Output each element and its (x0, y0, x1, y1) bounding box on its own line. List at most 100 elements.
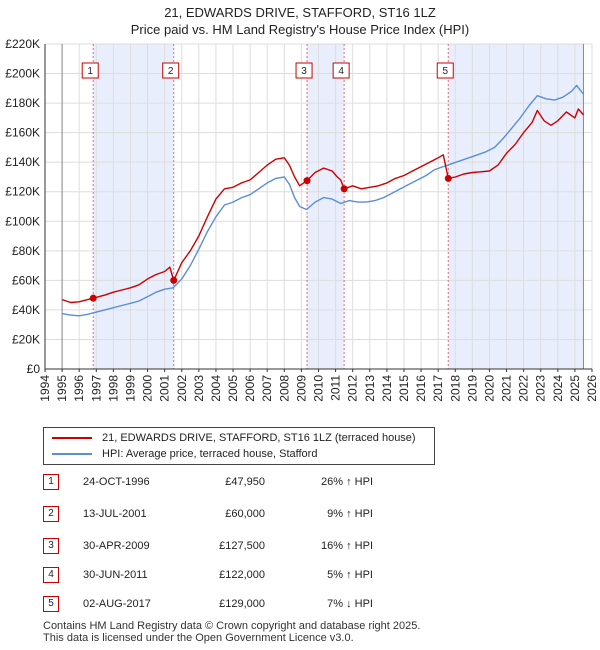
sale-hpi-change: 5% ↑ HPI (327, 569, 373, 581)
x-tick-label: 2008 (277, 375, 291, 402)
legend-item-hpi: HPI: Average price, terraced house, Staf… (52, 446, 317, 462)
legend: 21, EDWARDS DRIVE, STAFFORD, ST16 1LZ (t… (43, 427, 435, 465)
sale-point (170, 276, 178, 284)
x-tick-label: 1998 (106, 375, 120, 402)
y-tick-label: £80K (12, 244, 40, 258)
sale-price: £127,500 (219, 540, 265, 552)
x-tick-label: 2015 (397, 375, 411, 402)
x-tick-label: 2010 (312, 375, 326, 402)
x-tick-label: 2012 (346, 375, 360, 402)
chart-subtitle: Price paid vs. HM Land Registry's House … (130, 22, 470, 37)
x-tick-label: 2001 (158, 375, 172, 402)
sale-hpi-change: 16% ↑ HPI (321, 540, 373, 552)
x-tick-label: 1999 (123, 375, 137, 402)
series-line-property (61, 108, 585, 304)
chart-title: 21, EDWARDS DRIVE, STAFFORD, ST16 1LZ (164, 5, 436, 20)
x-tick-label: 2000 (141, 375, 155, 402)
sale-label-text: 2 (168, 66, 174, 77)
x-tick-label: 2014 (380, 375, 394, 402)
y-tick-label: £0 (27, 362, 41, 376)
x-tick-label: 2007 (260, 375, 274, 402)
footer-licence: This data is licensed under the Open Gov… (43, 632, 354, 644)
x-tick-label: 1997 (89, 375, 103, 402)
y-tick-label: £200K (5, 67, 40, 81)
sale-label-text: 4 (338, 66, 344, 77)
x-tick-label: 2021 (500, 375, 514, 402)
series-line-hpi (61, 84, 585, 317)
sale-label-box: 1 (81, 62, 99, 79)
legend-swatch-property (52, 437, 92, 440)
shaded-band (307, 44, 345, 369)
x-tick-label: 2017 (431, 375, 445, 402)
footer: Contains HM Land Registry data © Crown c… (43, 620, 420, 644)
sale-hpi-change: 9% ↑ HPI (327, 508, 373, 520)
x-tick-label: 1996 (72, 375, 86, 402)
y-tick-label: £20K (12, 332, 40, 346)
sale-label-text: 1 (87, 66, 93, 77)
sale-number: 2 (43, 506, 59, 522)
x-tick-label: 2005 (226, 375, 240, 402)
sale-row-1: 1 24-OCT-1996 £47,950 26% ↑ HPI (43, 472, 463, 492)
sale-price: £47,950 (225, 476, 265, 488)
sale-price: £122,000 (219, 569, 265, 581)
sale-label-text: 5 (442, 66, 448, 77)
legend-item-property: 21, EDWARDS DRIVE, STAFFORD, ST16 1LZ (t… (52, 430, 416, 446)
sale-label-box: 4 (332, 62, 350, 79)
y-tick-label: £140K (5, 155, 40, 169)
sale-price: £60,000 (225, 508, 265, 520)
x-tick-label: 2020 (482, 375, 496, 402)
y-tick-label: £220K (5, 37, 40, 51)
x-tick-label: 2018 (448, 375, 462, 402)
sale-number: 1 (43, 474, 59, 490)
sale-number: 5 (43, 596, 59, 612)
x-tick-label: 2011 (329, 375, 343, 401)
x-tick-label: 2006 (243, 375, 257, 402)
legend-swatch-hpi (52, 453, 92, 456)
sale-point (340, 185, 348, 193)
x-tick-label: 2023 (534, 375, 548, 402)
sale-row-3: 3 30-APR-2009 £127,500 16% ↑ HPI (43, 536, 463, 556)
x-tick-label: 2003 (192, 375, 206, 402)
sale-label-box: 2 (162, 62, 180, 79)
x-tick-label: 2019 (465, 375, 479, 402)
x-tick-label: 1995 (55, 375, 69, 402)
sale-hpi-change: 26% ↑ HPI (321, 476, 373, 488)
sale-row-5: 5 02-AUG-2017 £129,000 7% ↓ HPI (43, 594, 463, 614)
sale-label-box: 5 (436, 62, 454, 79)
shaded-band (448, 44, 584, 369)
sale-row-4: 4 30-JUN-2011 £122,000 5% ↑ HPI (43, 565, 463, 585)
sale-label-text: 3 (301, 66, 307, 77)
sale-point (303, 177, 311, 185)
sale-hpi-change: 7% ↓ HPI (327, 598, 373, 610)
sale-number: 3 (43, 538, 59, 554)
sale-label-box: 3 (295, 62, 313, 79)
y-tick-label: £60K (12, 273, 40, 287)
x-tick-label: 2009 (294, 375, 308, 402)
y-tick-label: £40K (12, 303, 40, 317)
y-tick-label: £180K (5, 96, 40, 110)
y-tick-label: £100K (5, 214, 40, 228)
x-tick-label: 2002 (175, 375, 189, 402)
x-tick-label: 2013 (363, 375, 377, 402)
x-tick-label: 2004 (209, 375, 223, 402)
x-tick-label: 2026 (585, 375, 599, 402)
sale-date: 24-OCT-1996 (83, 476, 150, 488)
y-tick-label: £120K (5, 185, 40, 199)
x-tick-label: 2022 (517, 375, 531, 402)
sale-row-2: 2 13-JUL-2001 £60,000 9% ↑ HPI (43, 504, 463, 524)
legend-label-property: 21, EDWARDS DRIVE, STAFFORD, ST16 1LZ (t… (102, 432, 416, 444)
sale-date: 13-JUL-2001 (83, 508, 147, 520)
sale-date: 30-JUN-2011 (83, 569, 148, 581)
sale-price: £129,000 (219, 598, 265, 610)
legend-label-hpi: HPI: Average price, terraced house, Staf… (102, 448, 318, 460)
chart-title-block: 21, EDWARDS DRIVE, STAFFORD, ST16 1LZ Pr… (0, 4, 600, 38)
footer-copyright: Contains HM Land Registry data © Crown c… (43, 620, 421, 632)
x-tick-label: 2024 (551, 375, 565, 402)
sale-date: 30-APR-2009 (83, 540, 150, 552)
x-tick-label: 2025 (568, 375, 582, 402)
sale-point (444, 174, 452, 182)
y-tick-label: £160K (5, 126, 40, 140)
price-chart: 1 2 3 4 5 £0 £20K £40K £60K £80K £100K £120K £140K £1… (5, 37, 599, 402)
x-tick-label: 2016 (414, 375, 428, 402)
x-tick-label: 1994 (38, 375, 52, 402)
